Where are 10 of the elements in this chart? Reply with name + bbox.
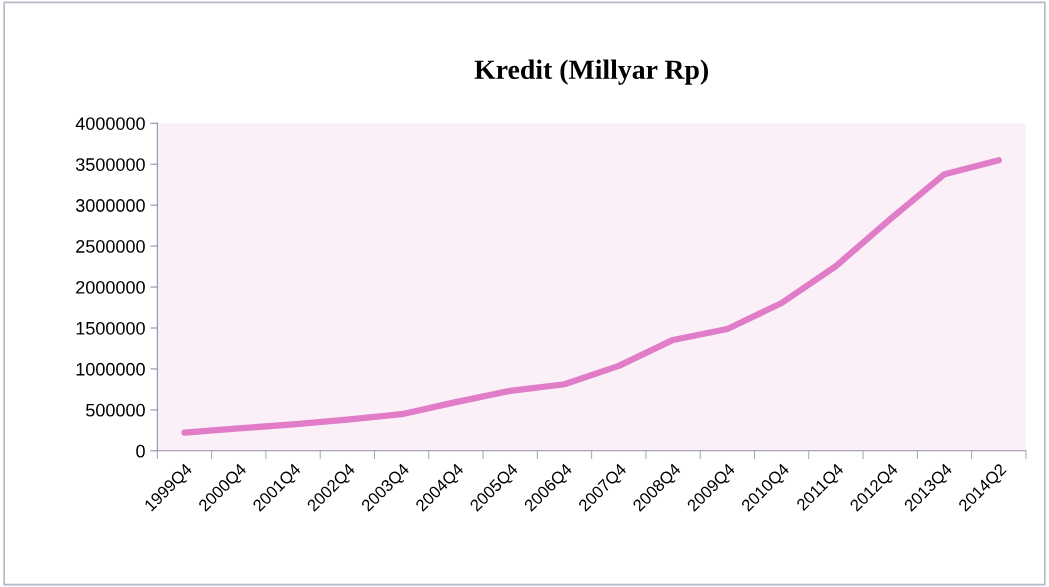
y-tick-label: 1000000 (76, 362, 145, 376)
y-tick-label: 0 (136, 444, 145, 458)
y-tick-label: 1500000 (76, 321, 145, 335)
y-tick-label: 3000000 (75, 199, 145, 212)
y-tick-label: 2500000 (76, 240, 145, 253)
chart-title: Kredit (Millyar Rp) (474, 59, 708, 85)
y-tick-label: 2000000 (76, 280, 145, 294)
y-tick-label: 4000000 (75, 117, 145, 130)
y-tick-label: 500000 (86, 403, 145, 417)
y-tick-label: 3500000 (75, 158, 145, 171)
